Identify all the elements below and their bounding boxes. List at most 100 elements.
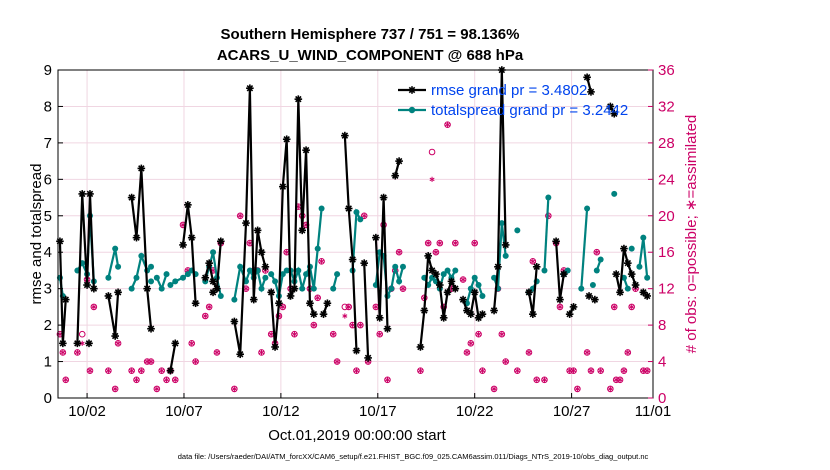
y-tick-label: 0	[44, 390, 52, 407]
obs-possible-point	[607, 385, 614, 393]
rmse-point	[501, 241, 510, 249]
legend-rmse-marker	[408, 86, 416, 94]
obs-possible-point	[171, 376, 179, 384]
chart-title-line1: Southern Hemisphere 737 / 751 = 98.136%	[221, 26, 520, 43]
obs-possible-point	[86, 367, 94, 374]
obs-assimilated-point	[112, 386, 118, 392]
obs-assimilated-point	[346, 304, 352, 310]
obs-assimilated-point	[377, 331, 383, 337]
obs-possible-point	[593, 248, 601, 256]
spread-point	[153, 274, 160, 281]
rmse-point	[267, 288, 275, 297]
obs-possible-point	[514, 367, 521, 374]
spread-point	[597, 256, 604, 263]
legend: rmse grand pr = 3.4802 totalspread grand…	[398, 82, 628, 119]
obs-assimilated-point	[571, 368, 577, 374]
obs-possible-point	[610, 303, 618, 311]
rmse-point	[187, 233, 196, 242]
rmse-point	[61, 295, 70, 304]
rmse-point	[286, 292, 295, 300]
obs-possible-point	[640, 367, 647, 374]
obs-possible-point	[570, 367, 577, 374]
obs-possible-point	[360, 212, 368, 220]
obs-possible-point	[376, 330, 384, 338]
obs-assimilated-point	[530, 258, 536, 264]
rmse-point	[242, 219, 250, 227]
obs-possible-point	[556, 303, 564, 311]
obs-possible-point	[384, 376, 391, 384]
x-tick-label: 10/17	[359, 403, 397, 420]
y2-tick-label: 8	[658, 317, 666, 334]
rmse-point	[478, 310, 487, 318]
obs-assimilated-point	[214, 349, 220, 356]
spread-point	[303, 271, 310, 278]
obs-assimilated-point	[334, 358, 340, 365]
spread-point	[180, 274, 187, 281]
obs-possible-point	[479, 367, 486, 374]
rmse-point	[132, 233, 141, 242]
obs-possible-point	[529, 258, 537, 265]
obs-possible-point	[318, 258, 325, 265]
obs-possible-point	[74, 349, 81, 356]
rmse-line-segment	[492, 69, 507, 311]
obs-assimilated-point	[452, 240, 458, 246]
rmse-point	[494, 263, 502, 271]
rmse-point	[428, 266, 436, 275]
rmse-line-segment	[76, 193, 95, 344]
rmse-point	[639, 288, 648, 297]
x-tick-label: 10/07	[165, 403, 203, 420]
spread-point	[231, 296, 238, 303]
obs-possible-point	[291, 330, 298, 338]
rmse-point	[420, 306, 429, 315]
spread-point	[611, 190, 618, 197]
spread-point	[167, 282, 174, 289]
obs-possible-point	[133, 376, 140, 384]
obs-assimilated-point	[247, 240, 253, 246]
obs-possible-point	[333, 358, 341, 365]
rmse-point	[271, 343, 279, 351]
spread-point	[396, 278, 403, 285]
rmse-point	[249, 295, 258, 304]
rmse-point	[436, 281, 444, 289]
rmse-point	[467, 310, 475, 318]
rmse-point	[114, 288, 122, 297]
x-tick-label: 10/12	[262, 403, 300, 420]
rmse-point	[348, 255, 357, 264]
rmse-point	[275, 299, 283, 308]
obs-assimilated-point	[557, 304, 563, 310]
obs-assimilated-point	[499, 331, 505, 337]
y2-tick-label: 28	[658, 135, 675, 152]
obs-assimilated-point	[617, 377, 623, 383]
rmse-point	[344, 204, 353, 213]
obs-assimilated-point	[115, 340, 121, 346]
rmse-point	[416, 343, 425, 351]
obs-assimilated-point	[133, 377, 139, 383]
rmse-point	[560, 270, 568, 278]
rmse-point	[217, 237, 225, 246]
rmse-point	[147, 324, 155, 333]
obs-possible-point	[341, 303, 349, 311]
rmse-point	[179, 241, 187, 249]
spread-point	[399, 263, 406, 270]
plot-frame	[57, 69, 654, 399]
obs-possible-point	[231, 385, 238, 393]
obs-possible-point	[490, 385, 498, 393]
obs-assimilated-point	[491, 386, 497, 392]
obs-assimilated-point	[468, 340, 474, 346]
obs-possible-point	[258, 349, 265, 356]
obs-assimilated-point	[526, 349, 532, 356]
rmse-point	[627, 270, 636, 278]
spread-point	[440, 271, 447, 278]
rmse-line-segment	[233, 88, 267, 355]
rmse-point	[585, 292, 593, 300]
y-axis-left: 0 1 2 3 4 5 6 7 8 9	[44, 62, 63, 407]
spread-point	[310, 285, 317, 292]
obs-assimilated-point	[584, 349, 590, 356]
obs-possible-point	[310, 321, 318, 329]
spread-line-segment	[638, 237, 649, 278]
obs-assimilated-point	[400, 286, 406, 292]
spread-point	[318, 205, 325, 212]
obs-assimilated-point	[268, 331, 274, 337]
y-tick-label: 1	[44, 354, 52, 371]
